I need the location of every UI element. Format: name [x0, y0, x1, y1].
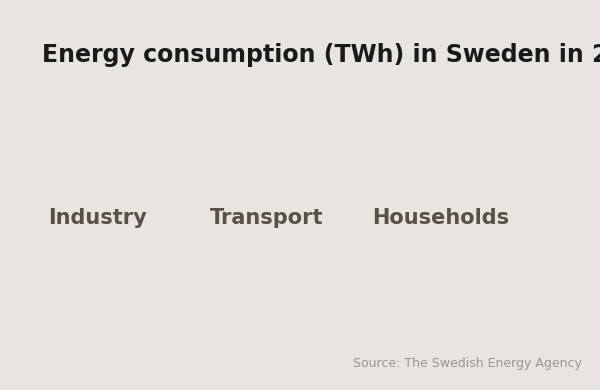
Text: Industry: Industry [48, 208, 147, 229]
Text: Source: The Swedish Energy Agency: Source: The Swedish Energy Agency [353, 358, 582, 370]
Text: Energy consumption (TWh) in Sweden in 2020: Energy consumption (TWh) in Sweden in 20… [42, 43, 600, 67]
Text: Households: Households [372, 208, 509, 229]
Text: Transport: Transport [210, 208, 323, 229]
